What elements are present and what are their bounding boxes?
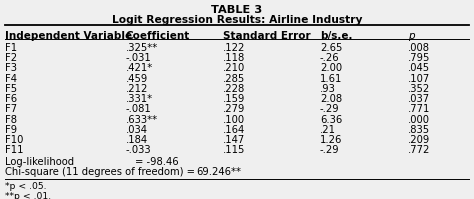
Text: .835: .835 — [408, 125, 430, 135]
Text: -.033: -.033 — [126, 145, 151, 155]
Text: .159: .159 — [223, 94, 245, 104]
Text: .772: .772 — [408, 145, 430, 155]
Text: -.26: -.26 — [320, 53, 339, 63]
Text: .037: .037 — [408, 94, 430, 104]
Text: F8: F8 — [5, 115, 17, 125]
Text: -.081: -.081 — [126, 104, 151, 114]
Text: F4: F4 — [5, 74, 17, 84]
Text: .795: .795 — [408, 53, 430, 63]
Text: p: p — [408, 31, 414, 41]
Text: -.29: -.29 — [320, 104, 339, 114]
Text: .118: .118 — [223, 53, 245, 63]
Text: .210: .210 — [223, 63, 245, 73]
Text: 1.26: 1.26 — [320, 135, 342, 145]
Text: -.031: -.031 — [126, 53, 151, 63]
Text: .164: .164 — [223, 125, 245, 135]
Text: .115: .115 — [223, 145, 245, 155]
Text: Chi-square (11 degrees of freedom) =: Chi-square (11 degrees of freedom) = — [5, 167, 195, 178]
Text: .107: .107 — [408, 74, 430, 84]
Text: 2.08: 2.08 — [320, 94, 342, 104]
Text: F3: F3 — [5, 63, 17, 73]
Text: .045: .045 — [408, 63, 430, 73]
Text: .285: .285 — [223, 74, 245, 84]
Text: .633**: .633** — [126, 115, 158, 125]
Text: 1.61: 1.61 — [320, 74, 342, 84]
Text: .228: .228 — [223, 84, 245, 94]
Text: .325**: .325** — [126, 43, 158, 53]
Text: .459: .459 — [126, 74, 148, 84]
Text: .771: .771 — [408, 104, 430, 114]
Text: .100: .100 — [223, 115, 245, 125]
Text: = -98.46: = -98.46 — [135, 157, 179, 167]
Text: 2.65: 2.65 — [320, 43, 342, 53]
Text: F7: F7 — [5, 104, 17, 114]
Text: .212: .212 — [126, 84, 148, 94]
Text: 6.36: 6.36 — [320, 115, 342, 125]
Text: F11: F11 — [5, 145, 23, 155]
Text: F2: F2 — [5, 53, 17, 63]
Text: .352: .352 — [408, 84, 430, 94]
Text: .21: .21 — [320, 125, 336, 135]
Text: Log-likelihood: Log-likelihood — [5, 157, 74, 167]
Text: .209: .209 — [408, 135, 430, 145]
Text: .008: .008 — [408, 43, 429, 53]
Text: .147: .147 — [223, 135, 245, 145]
Text: 2.00: 2.00 — [320, 63, 342, 73]
Text: F5: F5 — [5, 84, 17, 94]
Text: .034: .034 — [126, 125, 147, 135]
Text: .93: .93 — [320, 84, 336, 94]
Text: TABLE 3: TABLE 3 — [211, 5, 263, 15]
Text: Coefficient: Coefficient — [126, 31, 190, 41]
Text: .122: .122 — [223, 43, 245, 53]
Text: .331*: .331* — [126, 94, 153, 104]
Text: .184: .184 — [126, 135, 148, 145]
Text: F9: F9 — [5, 125, 17, 135]
Text: Logit Regression Results: Airline Industry: Logit Regression Results: Airline Indust… — [112, 15, 362, 25]
Text: F6: F6 — [5, 94, 17, 104]
Text: Independent Variable: Independent Variable — [5, 31, 132, 41]
Text: **p < .01.: **p < .01. — [5, 192, 51, 199]
Text: F1: F1 — [5, 43, 17, 53]
Text: -.29: -.29 — [320, 145, 339, 155]
Text: .421*: .421* — [126, 63, 153, 73]
Text: Standard Error: Standard Error — [223, 31, 310, 41]
Text: F10: F10 — [5, 135, 23, 145]
Text: 69.246**: 69.246** — [197, 167, 242, 178]
Text: .279: .279 — [223, 104, 245, 114]
Text: b/s.e.: b/s.e. — [320, 31, 353, 41]
Text: .000: .000 — [408, 115, 429, 125]
Text: *p < .05.: *p < .05. — [5, 182, 46, 191]
